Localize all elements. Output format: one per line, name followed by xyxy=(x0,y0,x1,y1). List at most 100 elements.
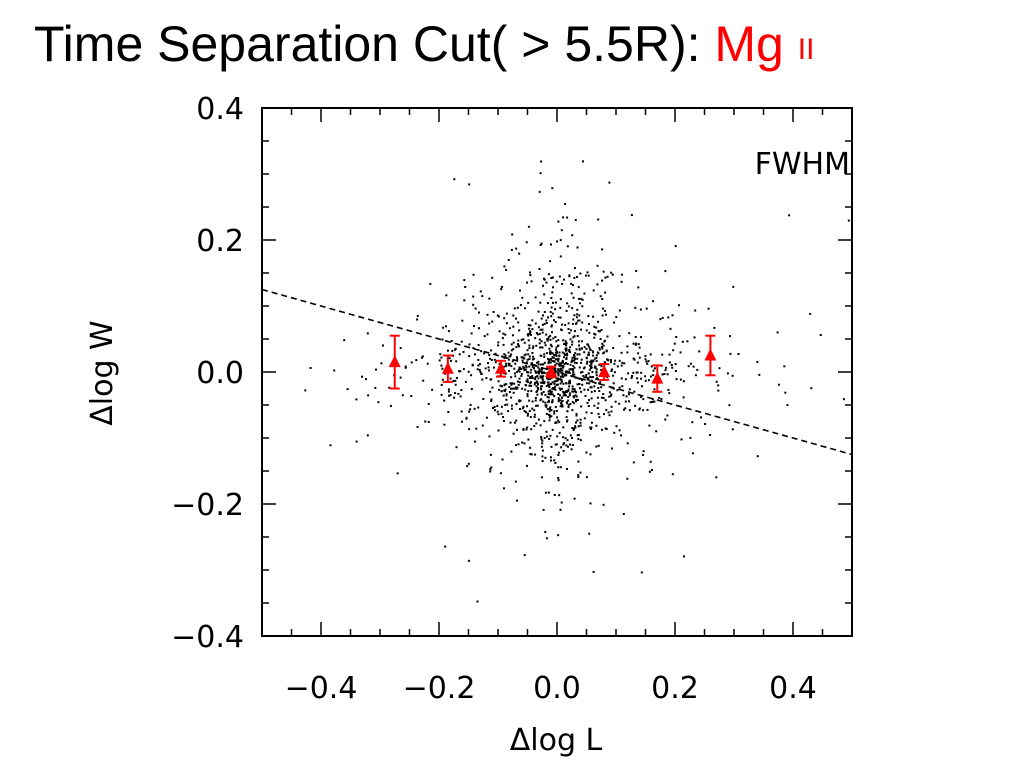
scatter-point xyxy=(537,366,540,369)
scatter-point xyxy=(634,306,637,309)
scatter-point xyxy=(642,454,644,456)
scatter-point xyxy=(553,360,556,363)
scatter-point xyxy=(709,434,712,436)
scatter-point xyxy=(592,570,595,573)
scatter-point xyxy=(562,426,565,429)
scatter-point xyxy=(572,429,575,431)
scatter-point xyxy=(647,379,650,382)
scatter-point xyxy=(571,322,574,325)
scatter-point xyxy=(658,396,661,399)
scatter-point xyxy=(626,351,629,354)
scatter-point xyxy=(489,390,492,393)
scatter-point xyxy=(608,395,611,398)
scatter-point xyxy=(819,334,822,336)
scatter-point xyxy=(632,371,635,374)
scatter-point xyxy=(522,405,525,408)
scatter-point xyxy=(458,353,461,356)
scatter-point xyxy=(618,386,621,389)
scatter-point xyxy=(634,404,637,407)
scatter-point xyxy=(526,358,529,361)
scatter-point xyxy=(526,333,529,336)
scatter-point xyxy=(597,412,600,415)
scatter-point xyxy=(530,389,533,392)
scatter-point xyxy=(572,371,575,374)
scatter-point xyxy=(548,410,551,413)
scatter-point xyxy=(453,178,456,181)
scatter-point xyxy=(498,388,501,391)
scatter-point xyxy=(552,286,554,289)
scatter-point xyxy=(585,376,588,379)
scatter-point xyxy=(460,420,463,423)
scatter-point xyxy=(534,376,537,378)
scatter-point xyxy=(562,375,565,378)
scatter-point xyxy=(374,386,377,389)
scatter-point xyxy=(671,314,674,317)
scatter-point xyxy=(426,362,429,365)
scatter-point xyxy=(541,439,544,442)
x-axis-label: Δlog L xyxy=(510,723,603,758)
y-tick-label: 0.4 xyxy=(196,92,244,127)
scatter-point xyxy=(477,344,480,346)
scatter-point xyxy=(544,456,547,459)
scatter-point xyxy=(556,435,559,438)
scatter-point xyxy=(553,382,556,385)
scatter-point xyxy=(399,376,402,379)
scatter-point xyxy=(576,419,579,422)
scatter-point xyxy=(539,346,542,349)
scatter-point xyxy=(543,277,545,280)
scatter-point xyxy=(491,386,494,389)
scatter-point xyxy=(578,297,580,300)
scatter-point xyxy=(573,314,576,317)
scatter-point xyxy=(600,386,603,389)
scatter-point xyxy=(580,358,583,361)
scatter-point xyxy=(550,324,553,327)
scatter-point xyxy=(520,368,523,370)
scatter-point xyxy=(522,338,525,341)
scatter-point xyxy=(596,283,599,286)
scatter-point xyxy=(577,474,580,477)
scatter-point xyxy=(548,385,551,388)
scatter-point xyxy=(544,491,547,494)
scatter-point xyxy=(553,319,555,322)
scatter-point xyxy=(645,307,648,310)
scatter-point xyxy=(545,385,548,387)
scatter-point xyxy=(571,385,574,388)
scatter-point xyxy=(388,386,391,389)
scatter-point xyxy=(441,338,444,341)
scatter-point xyxy=(472,295,475,298)
scatter-point xyxy=(530,381,533,384)
scatter-point xyxy=(562,382,565,385)
scatter-point xyxy=(510,343,513,346)
scatter-point xyxy=(731,428,734,431)
scatter-point xyxy=(516,358,519,361)
scatter-point xyxy=(788,214,791,217)
scatter-point xyxy=(590,397,593,400)
scatter-point xyxy=(649,353,652,356)
scatter-point xyxy=(503,383,506,386)
scatter-point xyxy=(472,273,475,276)
scatter-point xyxy=(578,353,581,356)
scatter-point xyxy=(597,329,600,332)
scatter-point xyxy=(596,396,599,399)
scatter-point xyxy=(560,446,563,449)
scatter-point xyxy=(506,403,509,406)
scatter-point xyxy=(572,296,575,299)
scatter-point xyxy=(620,351,623,354)
scatter-point xyxy=(497,341,500,344)
scatter-point xyxy=(549,459,552,462)
scatter-point xyxy=(410,361,413,364)
scatter-point xyxy=(638,356,641,359)
scatter-point xyxy=(555,346,558,349)
scatter-point xyxy=(520,372,523,375)
binned-mean-marker xyxy=(651,371,664,384)
scatter-point xyxy=(577,286,580,289)
scatter-point xyxy=(546,339,549,342)
scatter-point xyxy=(558,421,561,424)
scatter-point xyxy=(485,377,488,380)
scatter-point xyxy=(510,383,513,386)
scatter-point xyxy=(557,454,560,456)
scatter-point xyxy=(561,366,564,369)
scatter-point xyxy=(549,393,552,396)
scatter-point xyxy=(556,351,558,354)
scatter-point xyxy=(613,362,616,365)
